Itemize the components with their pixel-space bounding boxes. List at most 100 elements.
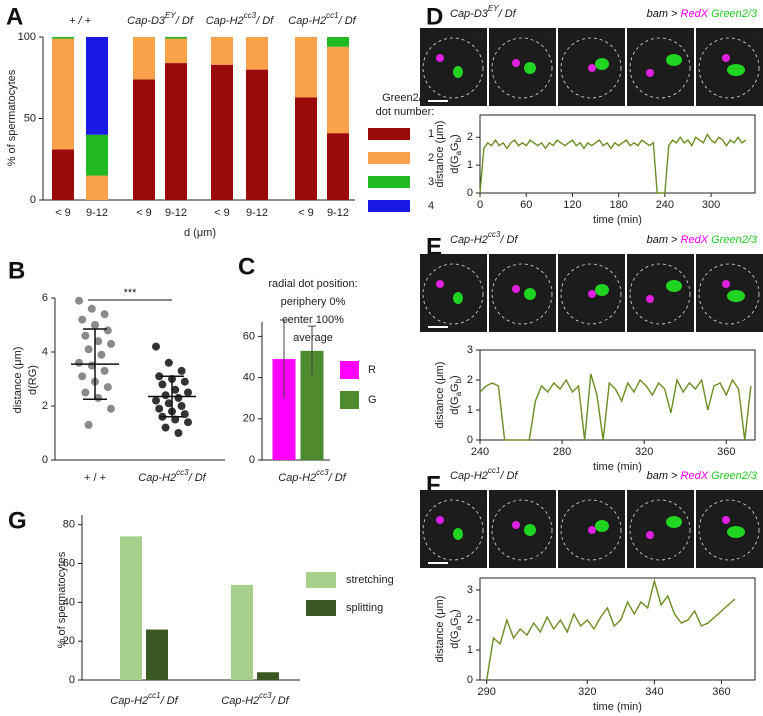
bar-segment xyxy=(295,37,317,98)
group-label-part: EY xyxy=(165,11,176,20)
y-tick-label: 1 xyxy=(467,404,473,416)
x-tick-label: < 9 xyxy=(55,207,71,219)
y-tick-label: 20 xyxy=(63,635,75,647)
timestamp: 4:35 xyxy=(670,554,691,566)
genotype-label: Cap-D3EY/ Df xyxy=(450,4,517,20)
x-tick-label: 240 xyxy=(656,199,674,211)
red-dot xyxy=(646,295,654,303)
panel-letter: A xyxy=(6,3,23,30)
timestamp: 6:00 xyxy=(739,31,760,43)
reporter-label-part: bam xyxy=(647,8,668,20)
x-tick-label: 340 xyxy=(645,686,663,698)
y-tick-label: 6 xyxy=(42,292,48,304)
bar-segment xyxy=(52,149,74,200)
genotype-label-part: Cap-D3 xyxy=(450,8,489,20)
red-dot xyxy=(588,64,596,72)
genotype-label: Cap-H2cc3/ Df xyxy=(450,230,518,246)
nucleus-outline xyxy=(560,263,622,325)
x-tick-label-part: / Df xyxy=(271,695,290,707)
x-axis-label: time (min) xyxy=(593,701,642,713)
data-point xyxy=(161,391,170,400)
data-point xyxy=(81,331,90,340)
bar xyxy=(231,584,253,680)
x-tick-label: 120 xyxy=(563,199,581,211)
y-axis-label: d(RG) xyxy=(27,365,39,395)
y-axis-label: d(GaGb) xyxy=(449,134,463,173)
bar xyxy=(300,350,324,460)
y-axis-label-part: G xyxy=(449,142,461,151)
y-axis-label-part: a xyxy=(454,391,463,396)
bar-segment xyxy=(295,97,317,200)
green-dot xyxy=(453,292,463,304)
green-dot xyxy=(453,66,463,78)
bar xyxy=(257,672,279,680)
y-axis-label: distance (μm) xyxy=(434,596,446,663)
data-point xyxy=(164,399,173,408)
y-axis-label-part: d(G xyxy=(449,396,461,414)
y-tick-label: 3 xyxy=(467,344,473,356)
green-dot xyxy=(595,58,609,70)
x-tick-label: < 9 xyxy=(298,207,314,219)
x-axis-label-part: cc3 xyxy=(316,468,329,477)
legend-swatch xyxy=(340,361,359,379)
x-tick-label-part: / Df xyxy=(188,472,207,484)
legend-swatch xyxy=(306,600,336,616)
group-label-part: cc1 xyxy=(326,11,338,20)
red-dot xyxy=(512,521,520,529)
reporter-label-part: RedX xyxy=(681,470,709,482)
data-point xyxy=(161,423,170,432)
green-dot xyxy=(666,54,682,66)
genotype-label-part: cc1 xyxy=(488,466,500,475)
data-point xyxy=(152,396,160,405)
red-dot xyxy=(512,285,520,293)
legend-label: 4 xyxy=(428,200,434,212)
bar-segment xyxy=(165,37,187,39)
nucleus-outline xyxy=(698,37,760,99)
red-dot xyxy=(436,516,444,524)
group-label: Cap-H2cc3/ Df xyxy=(206,11,274,27)
x-tick-label-part: cc3 xyxy=(259,691,272,700)
bar-segment xyxy=(246,37,268,70)
data-point xyxy=(177,402,186,410)
y-tick-label: 1 xyxy=(467,644,473,656)
image-frame xyxy=(420,254,487,332)
legend-label: G xyxy=(368,394,377,406)
x-tick-label: 0 xyxy=(477,199,483,211)
reporter-label-part: bam xyxy=(647,234,668,246)
legend-title: dot number: xyxy=(376,106,435,118)
bar-segment xyxy=(246,69,268,200)
data-point xyxy=(171,385,180,394)
data-point xyxy=(164,358,173,367)
reporter-label: bam > RedX Green2/3 xyxy=(647,470,758,482)
bar-segment xyxy=(133,37,155,80)
data-point xyxy=(84,345,93,354)
red-dot xyxy=(722,516,730,524)
y-axis-label-part: b xyxy=(454,612,463,617)
x-tick-label-part: Cap-H2 xyxy=(110,695,148,707)
y-tick-label: 60 xyxy=(243,330,255,342)
y-tick-label: 4 xyxy=(42,346,48,358)
red-dot xyxy=(722,280,730,288)
y-axis-label-part: d(G xyxy=(449,630,461,648)
bar-segment xyxy=(211,64,233,201)
x-tick-label: Cap-H2cc1/ Df xyxy=(110,691,178,707)
bar-segment xyxy=(86,37,108,135)
legend-label: 3 xyxy=(428,176,434,188)
genotype-label-part: Cap-H2 xyxy=(450,470,488,482)
data-point xyxy=(100,310,109,319)
green-dot xyxy=(727,290,745,302)
legend-swatch xyxy=(368,200,410,212)
panel-letter: B xyxy=(8,257,25,284)
panel-letter: C xyxy=(238,253,255,280)
bar xyxy=(120,536,142,680)
red-dot xyxy=(646,69,654,77)
data-point xyxy=(107,404,115,413)
nucleus-outline xyxy=(491,37,553,99)
legend-swatch xyxy=(306,572,336,588)
group-label-part: Cap-H2 xyxy=(206,15,244,27)
x-axis-label-part: / Df xyxy=(328,472,347,484)
timestamp: 0:00 xyxy=(463,493,484,505)
plot-frame xyxy=(479,114,756,194)
green-dot xyxy=(524,524,536,536)
x-tick-label: Cap-H2cc3/ Df xyxy=(221,691,289,707)
